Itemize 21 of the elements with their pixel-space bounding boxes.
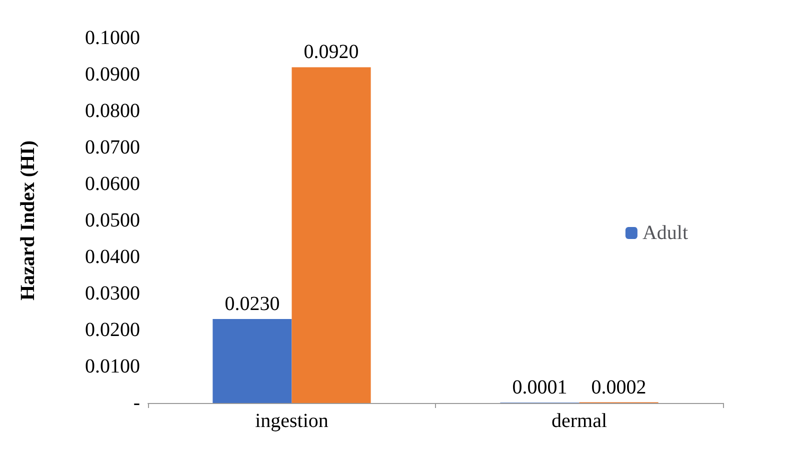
- y-tick-label: -: [133, 392, 140, 414]
- y-tick-label: 0.0900: [85, 64, 140, 86]
- x-tick-label: dermal: [551, 410, 608, 432]
- y-tick-label: 0.0400: [85, 246, 140, 268]
- y-tick-label: 0.0300: [85, 282, 140, 304]
- y-tick-label: 0.0500: [85, 210, 140, 232]
- y-tick-label: 0.0800: [85, 100, 140, 122]
- y-tick-label: 0.0200: [85, 319, 140, 341]
- y-tick-label: 0.0100: [85, 356, 140, 378]
- data-label: 0.0002: [591, 376, 646, 398]
- bar: [212, 319, 292, 403]
- data-label: 0.0920: [304, 41, 359, 64]
- legend-label: Adult: [642, 222, 688, 244]
- x-tick-label: ingestion: [255, 410, 328, 432]
- bar: [292, 67, 371, 403]
- y-axis-title: Hazard Index (HI): [17, 140, 39, 300]
- data-label: 0.0001: [512, 376, 568, 399]
- data-label: 0.0230: [224, 293, 280, 316]
- y-tick-label: 0.0600: [85, 173, 140, 195]
- y-tick-label: 0.0700: [85, 136, 140, 158]
- y-tick-label: 0.1000: [85, 27, 140, 49]
